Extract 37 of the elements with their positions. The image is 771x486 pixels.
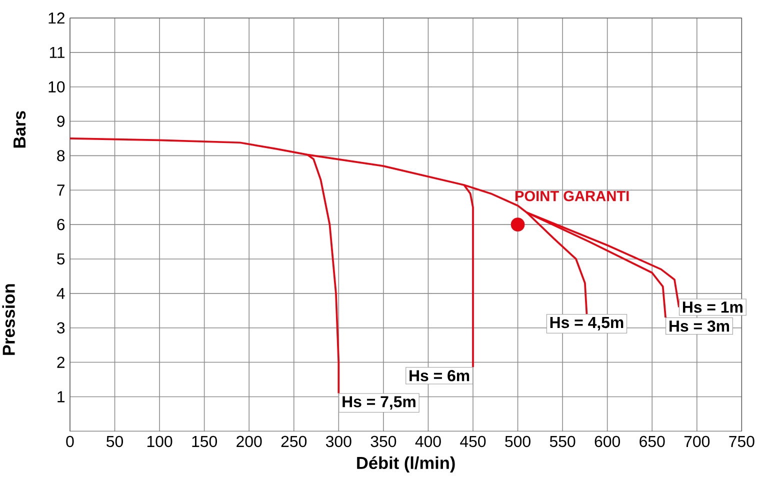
y-tick-label: 3 <box>57 322 65 334</box>
y-tick-label: 10 <box>48 81 65 93</box>
x-tick-label: 650 <box>640 436 665 448</box>
series-label: Hs = 4,5m <box>550 317 624 331</box>
x-tick-label: 300 <box>326 436 352 448</box>
y-tick-label: 11 <box>50 47 65 58</box>
x-tick-label: 150 <box>192 436 217 448</box>
x-tick-label: 350 <box>370 436 396 448</box>
x-tick-label: 600 <box>594 436 620 448</box>
series-label: Hs = 6m <box>410 370 470 382</box>
y-tick-label: 6 <box>57 219 65 230</box>
x-tick-label: 750 <box>729 436 754 448</box>
x-tick-label: 250 <box>281 436 307 448</box>
y-axis-title: Pression <box>2 284 15 356</box>
annotation: POINT GARANTI <box>515 191 629 202</box>
x-tick-label: 50 <box>106 436 123 448</box>
x-tick-label: 100 <box>147 436 172 448</box>
y-tick-label: 5 <box>57 254 65 265</box>
x-axis-title: Débit (l/min) <box>357 456 455 473</box>
text: Bars <box>14 111 26 148</box>
x-tick-label: 700 <box>684 436 710 448</box>
y-tick-label: 8 <box>57 150 65 162</box>
y-tick-label: 7 <box>57 184 64 196</box>
y-tick-label: 1 <box>58 391 65 402</box>
x-tick-label: 200 <box>236 436 262 448</box>
x-tick-label: 450 <box>460 436 486 448</box>
x-tick-label: 550 <box>550 436 576 448</box>
series-label: Hs = 1m <box>682 302 742 313</box>
x-tick-label: 400 <box>415 436 441 448</box>
y-tick-label: 9 <box>57 116 65 128</box>
x-tick-label: 0 <box>66 436 74 448</box>
series-label: Hs = 7,5m <box>342 396 416 410</box>
series-label: Hs = 3m <box>670 320 730 332</box>
y-tick-label: 2 <box>57 356 64 368</box>
x-tick-label: 500 <box>505 436 530 448</box>
y-tick-label: 12 <box>48 12 64 24</box>
y-tick-label: 4 <box>56 288 65 300</box>
